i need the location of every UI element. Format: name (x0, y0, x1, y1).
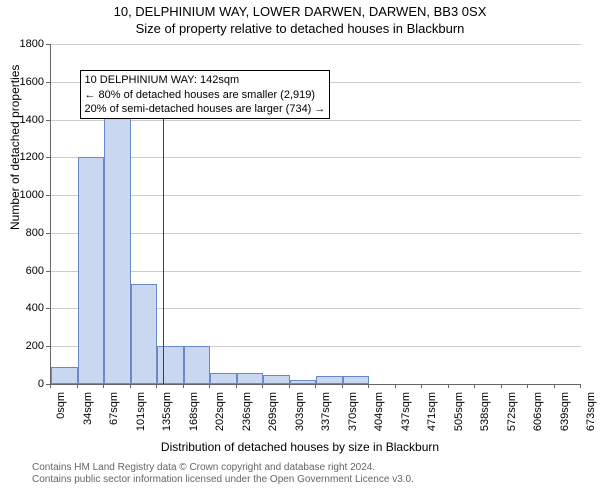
y-axis-label: Number of detached properties (8, 65, 22, 230)
histogram-bar (237, 373, 264, 384)
y-tick-label: 1000 (20, 189, 44, 201)
x-tick-label: 202sqm (214, 392, 226, 442)
histogram-bar (104, 106, 131, 384)
histogram-bar (184, 346, 211, 384)
y-tick-label: 1200 (20, 151, 44, 163)
histogram-bar (131, 284, 158, 384)
x-tick-label: 67sqm (108, 392, 120, 442)
grid-line (51, 271, 581, 272)
y-tick-label: 0 (38, 378, 44, 390)
histogram-bar (78, 157, 105, 384)
grid-line (51, 233, 581, 234)
x-tick-mark (262, 384, 263, 388)
x-tick-mark (236, 384, 237, 388)
annotation-box: 10 DELPHINIUM WAY: 142sqm← 80% of detach… (80, 70, 331, 119)
chart-title: 10, DELPHINIUM WAY, LOWER DARWEN, DARWEN… (0, 4, 600, 19)
x-tick-label: 269sqm (267, 392, 279, 442)
chart-container: 10, DELPHINIUM WAY, LOWER DARWEN, DARWEN… (0, 0, 600, 500)
y-tick-label: 400 (26, 302, 44, 314)
histogram-bar (316, 376, 343, 384)
y-tick-mark (46, 120, 50, 121)
y-tick-mark (46, 271, 50, 272)
x-tick-label: 34sqm (82, 392, 94, 442)
y-axis-label-text: Number of detached properties (8, 65, 22, 230)
x-tick-label: 471sqm (426, 392, 438, 442)
grid-line (51, 120, 581, 121)
x-tick-label: 437sqm (400, 392, 412, 442)
x-tick-label: 505sqm (453, 392, 465, 442)
x-tick-mark (103, 384, 104, 388)
x-tick-mark (554, 384, 555, 388)
x-tick-label: 236sqm (241, 392, 253, 442)
y-tick-label: 1400 (20, 114, 44, 126)
x-tick-label: 673sqm (585, 392, 597, 442)
annotation-line: ← 80% of detached houses are smaller (2,… (85, 88, 326, 102)
y-tick-mark (46, 233, 50, 234)
x-tick-label: 0sqm (55, 392, 67, 442)
x-tick-mark (315, 384, 316, 388)
x-tick-mark (156, 384, 157, 388)
x-tick-label: 135sqm (161, 392, 173, 442)
x-axis-label: Distribution of detached houses by size … (0, 440, 600, 454)
grid-line (51, 44, 581, 45)
y-tick-mark (46, 82, 50, 83)
histogram-bar (157, 346, 184, 384)
x-tick-label: 168sqm (188, 392, 200, 442)
x-tick-label: 370sqm (347, 392, 359, 442)
histogram-bar (290, 380, 317, 384)
histogram-bar (51, 367, 78, 384)
plot-area: 10 DELPHINIUM WAY: 142sqm← 80% of detach… (50, 44, 581, 385)
y-tick-mark (46, 346, 50, 347)
x-tick-mark (474, 384, 475, 388)
x-tick-mark (183, 384, 184, 388)
x-tick-mark (421, 384, 422, 388)
x-tick-mark (50, 384, 51, 388)
histogram-bar (210, 373, 237, 384)
x-tick-mark (368, 384, 369, 388)
x-tick-mark (342, 384, 343, 388)
x-tick-mark (289, 384, 290, 388)
y-tick-label: 1600 (20, 76, 44, 88)
y-tick-label: 800 (26, 227, 44, 239)
x-tick-mark (77, 384, 78, 388)
x-tick-mark (527, 384, 528, 388)
footer-line-1: Contains HM Land Registry data © Crown c… (32, 462, 375, 473)
x-tick-label: 572sqm (506, 392, 518, 442)
histogram-bar (263, 375, 290, 384)
grid-line (51, 157, 581, 158)
histogram-bar (343, 376, 370, 384)
x-tick-mark (448, 384, 449, 388)
chart-subtitle: Size of property relative to detached ho… (0, 21, 600, 36)
annotation-line: 20% of semi-detached houses are larger (… (85, 102, 326, 116)
x-tick-mark (580, 384, 581, 388)
footer-line-2: Contains public sector information licen… (32, 474, 414, 485)
y-tick-mark (46, 157, 50, 158)
y-tick-label: 200 (26, 340, 44, 352)
x-tick-mark (501, 384, 502, 388)
x-tick-label: 404sqm (373, 392, 385, 442)
y-tick-mark (46, 195, 50, 196)
x-tick-label: 606sqm (532, 392, 544, 442)
x-tick-label: 639sqm (559, 392, 571, 442)
x-tick-label: 101sqm (135, 392, 147, 442)
x-tick-mark (130, 384, 131, 388)
y-tick-mark (46, 308, 50, 309)
x-tick-mark (209, 384, 210, 388)
y-tick-label: 600 (26, 265, 44, 277)
x-tick-label: 337sqm (320, 392, 332, 442)
y-tick-label: 1800 (20, 38, 44, 50)
x-tick-label: 303sqm (294, 392, 306, 442)
annotation-line: 10 DELPHINIUM WAY: 142sqm (85, 73, 326, 87)
x-tick-mark (395, 384, 396, 388)
y-tick-mark (46, 44, 50, 45)
grid-line (51, 195, 581, 196)
x-tick-label: 538sqm (479, 392, 491, 442)
